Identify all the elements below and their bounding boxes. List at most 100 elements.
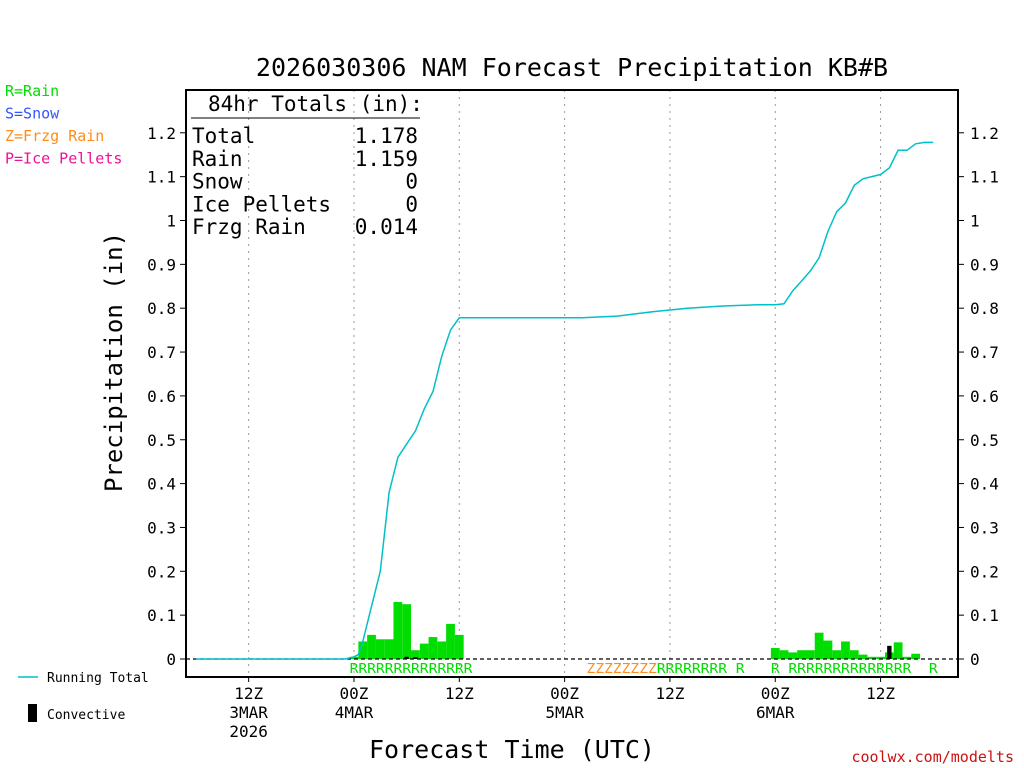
x-tick-label: 2026 (229, 722, 268, 741)
y-tick-label-right: 0.2 (970, 562, 999, 581)
convective-legend-swatch (28, 704, 37, 722)
totals-rows: Total 1.178 Rain 1.159 Snow 0 Ice Pellets 0 Frzg… (192, 124, 418, 239)
y-tick-label-right: 1.2 (970, 124, 999, 143)
precip-type-legend: R=Rain S=Snow Z=Frzg Rain P=Ice Pellets (5, 82, 122, 168)
totals-row-value: 1.159 (355, 147, 418, 171)
plot-frame (185, 89, 959, 678)
type-legend-item: Z=Frzg Rain (5, 127, 104, 145)
x-tick-label: 12Z (866, 684, 895, 703)
precip-type-strip: RRRRRRRRRRRRRR ZZZZZZZZ RRRRRRRR R R RRRRRRRR… (350, 662, 938, 677)
convective-bar (404, 656, 409, 659)
precip-bar (446, 623, 455, 659)
y-tick-label-right: 0.3 (970, 518, 999, 537)
precip-bar (832, 650, 842, 659)
precip-bar (823, 640, 833, 659)
type-legend-item: P=Ice Pellets (5, 150, 122, 168)
precip-bar (867, 656, 877, 659)
x-tick-label: 4MAR (335, 703, 374, 722)
convective-legend-label: Convective (47, 708, 125, 723)
type-strip-segment: R (736, 662, 745, 677)
y-tick-label-right: 0 (970, 650, 980, 669)
series-legend: Running Total Convective (18, 671, 149, 723)
totals-row-label: Rain (192, 147, 243, 171)
totals-row-label: Snow (192, 170, 243, 194)
y-tick-label-left: 0.4 (147, 475, 176, 494)
precip-bar (384, 639, 394, 659)
x-tick-label: 00Z (340, 684, 369, 703)
y-tick-label-left: 0.1 (147, 606, 176, 625)
precip-bar (393, 601, 403, 659)
totals-header: 84hr Totals (in): (208, 92, 423, 116)
x-tick-label: 12Z (234, 684, 263, 703)
y-tick-label-left: 0.7 (147, 343, 176, 362)
totals-row-value: 0 (405, 192, 418, 216)
y-tick-label-right: 0.9 (970, 255, 999, 274)
type-strip-segment: R (771, 662, 780, 677)
precip-bar (788, 652, 798, 659)
type-strip-segment: R (929, 662, 938, 677)
x-tick-label: 00Z (761, 684, 790, 703)
y-tick-label-left: 1.2 (147, 124, 176, 143)
x-axis-label: Forecast Time (UTC) (369, 735, 655, 764)
y-tick-label-left: 0.3 (147, 518, 176, 537)
convective-bar (413, 657, 418, 659)
precip-bar (805, 650, 815, 659)
y-tick-label-left: 0.8 (147, 299, 176, 318)
type-strip-segment: RRRRRRRRRRRRRR (788, 662, 911, 677)
y-tick-label-right: 0.6 (970, 387, 999, 406)
chart-title: 2026030306 NAM Forecast Precipitation KB… (256, 53, 888, 82)
precip-bar (419, 643, 429, 659)
precip-bar (902, 656, 912, 659)
type-legend-item: S=Snow (5, 105, 60, 123)
precip-bar (358, 641, 368, 659)
running-total-line (196, 141, 934, 660)
type-strip-segment: RRRRRRRRRRRRRR (350, 662, 473, 677)
y-axis-ticks: 0 00.1 0.10.2 0.20.3 0.30.4 0.40.5 0.50.6 0.60.… (147, 124, 999, 669)
totals-row-label: Ice Pellets (192, 192, 331, 216)
precip-bar (437, 641, 447, 659)
precip-bar (858, 654, 868, 659)
precip-bar (428, 637, 438, 659)
totals-row-value: 1.178 (355, 124, 418, 148)
x-tick-label: 00Z (550, 684, 579, 703)
x-tick-label: 12Z (445, 684, 474, 703)
totals-box: 84hr Totals (in): Total 1.178 Rain 1.159 Sno… (191, 92, 423, 239)
precip-bar (849, 650, 859, 659)
type-legend-item: R=Rain (5, 82, 59, 100)
precip-bar (349, 656, 359, 659)
type-strip-segment: ZZZZZZZZ (587, 662, 657, 677)
credit-text: coolwx.com/modelts (851, 748, 1014, 766)
y-tick-label-right: 0.7 (970, 343, 999, 362)
x-tick-label: 5MAR (545, 703, 584, 722)
precip-bar (911, 653, 921, 659)
y-tick-label-left: 0.2 (147, 562, 176, 581)
y-axis-label: Precipitation (in) (100, 232, 128, 492)
x-tick-label: 3MAR (229, 703, 268, 722)
y-tick-label-right: 0.5 (970, 431, 999, 450)
y-tick-label-left: 0.6 (147, 387, 176, 406)
totals-row-value: 0 (405, 170, 418, 194)
y-tick-label-left: 0.9 (147, 255, 176, 274)
x-tick-label: 6MAR (756, 703, 795, 722)
totals-row-value: 0.014 (355, 215, 418, 239)
convective-bar (887, 645, 892, 659)
y-tick-label-left: 1.1 (147, 168, 176, 187)
y-tick-label-right: 0.1 (970, 606, 999, 625)
precip-bar (367, 634, 376, 659)
y-tick-label-left: 0 (166, 650, 176, 669)
running-total-legend-label: Running Total (47, 671, 149, 686)
precip-bar (797, 650, 806, 659)
x-tick-label: 12Z (655, 684, 684, 703)
precip-bar (454, 634, 464, 659)
totals-row-label: Frzg Rain (192, 215, 306, 239)
type-strip-segment: RRRRRRRR (657, 662, 727, 677)
y-tick-label-left: 0.5 (147, 431, 176, 450)
precip-bar (770, 648, 780, 659)
convective-bars (404, 645, 892, 659)
precip-bar (411, 650, 420, 659)
precip-bar (779, 650, 789, 659)
y-tick-label-right: 0.4 (970, 475, 999, 494)
